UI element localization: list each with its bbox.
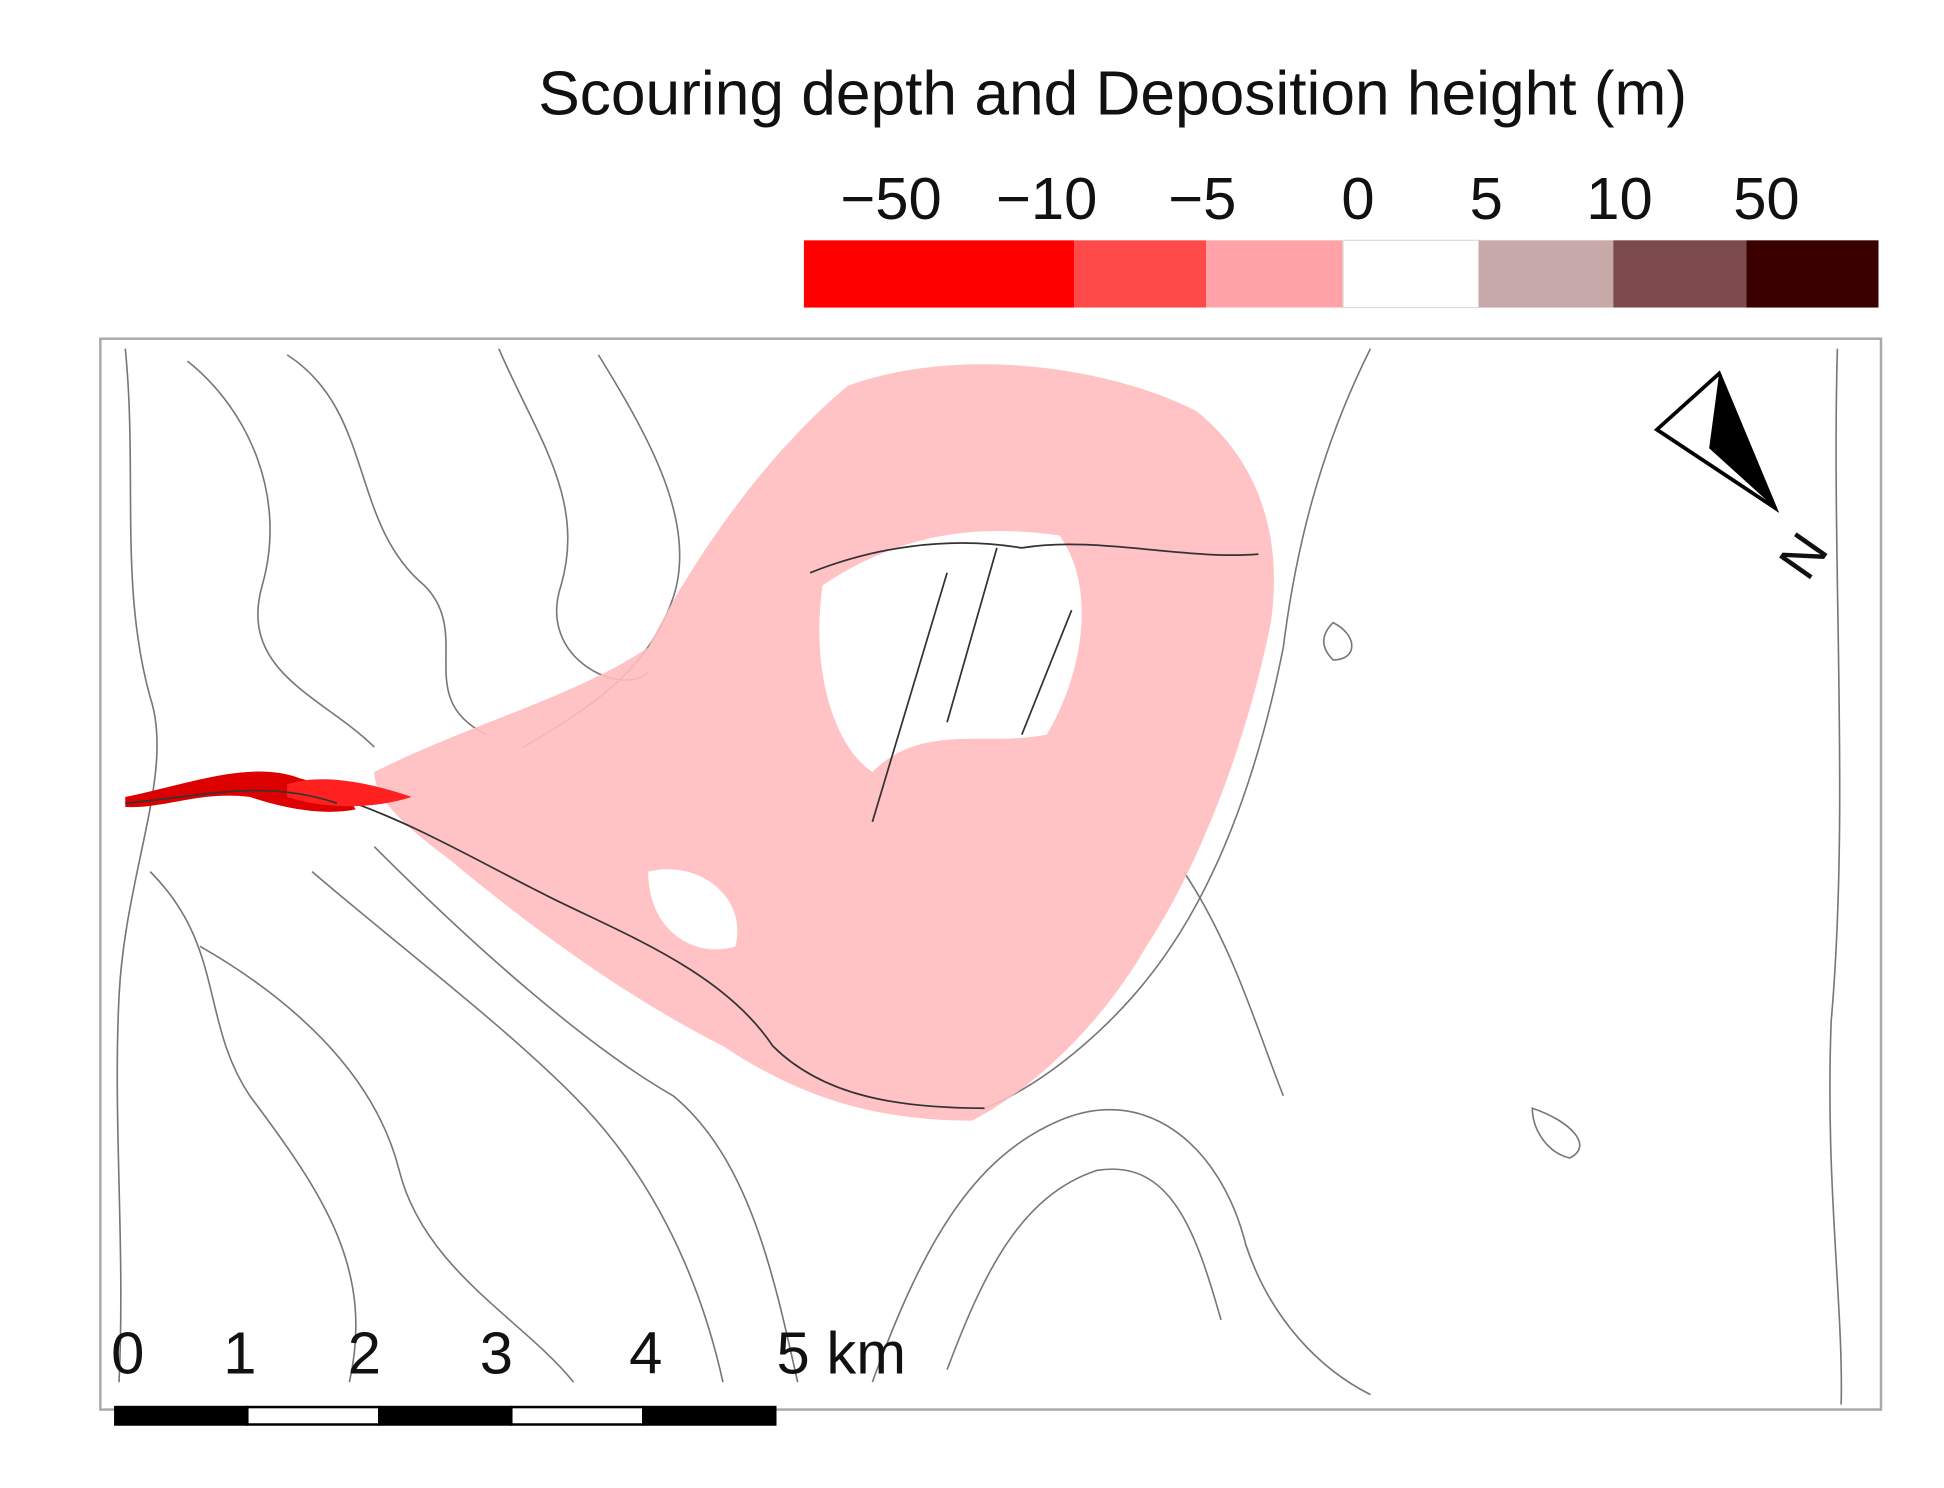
- scale-segment: [246, 1405, 381, 1426]
- legend-label: 0: [1341, 165, 1374, 232]
- legend-swatch: [1342, 239, 1480, 309]
- scale-label: 0: [111, 1319, 144, 1386]
- scale-label: 3: [480, 1319, 513, 1386]
- legend-title: Scouring depth and Deposition height (m): [538, 60, 1687, 129]
- legend-label: −10: [996, 165, 1097, 232]
- scale-bar: 0 1 2 3 4 5 km: [111, 1319, 906, 1426]
- channel: [125, 542, 1259, 1110]
- map-contours: [116, 348, 1843, 1405]
- legend-label: −5: [1168, 165, 1236, 232]
- legend: −50 −10 −5 0 5 10 50: [803, 165, 1879, 309]
- legend-label: 50: [1733, 165, 1799, 232]
- legend-label: −50: [840, 165, 941, 232]
- legend-swatch: [1206, 240, 1344, 308]
- scale-segment: [510, 1405, 645, 1426]
- scale-segment: [114, 1405, 249, 1426]
- legend-swatch: [1746, 240, 1879, 308]
- scale-label: 5 km: [777, 1319, 906, 1386]
- legend-swatch: [803, 240, 1075, 308]
- scale-segment: [642, 1405, 777, 1426]
- legend-label: 5: [1470, 165, 1503, 232]
- scale-label: 1: [223, 1319, 256, 1386]
- legend-swatch: [1613, 240, 1747, 308]
- scale-label: 2: [348, 1319, 381, 1386]
- legend-swatch: [1478, 240, 1614, 308]
- scale-segment: [378, 1405, 513, 1426]
- scale-label: 4: [629, 1319, 662, 1386]
- legend-label: 10: [1586, 165, 1652, 232]
- legend-swatch: [1074, 240, 1207, 308]
- deposition-area: [374, 364, 1274, 1121]
